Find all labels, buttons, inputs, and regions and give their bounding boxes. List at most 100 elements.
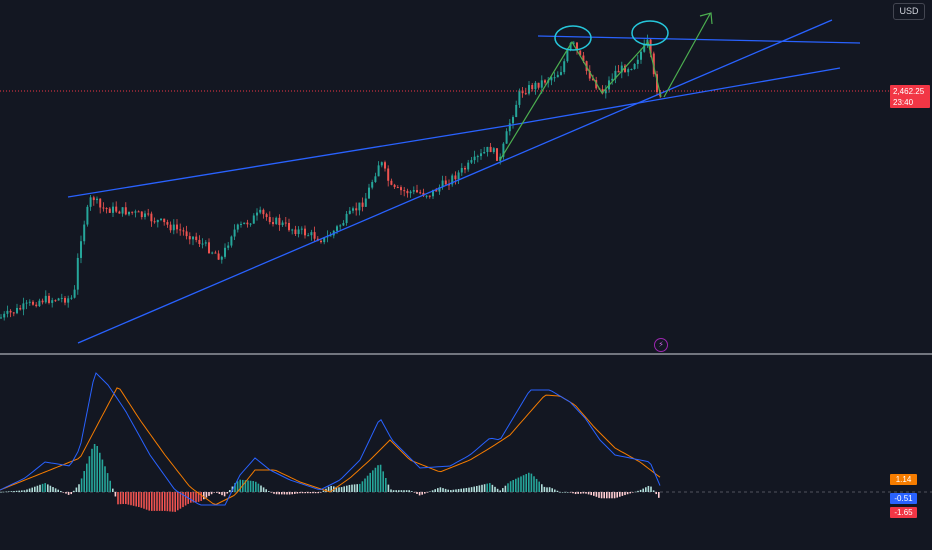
wedge-upper-trendline[interactable]: [511, 67, 841, 126]
histogram-bar: [439, 487, 442, 492]
histogram-bar: [502, 488, 504, 492]
histogram-bar: [52, 487, 54, 492]
histogram-bar: [572, 492, 574, 494]
resistance-line[interactable]: [537, 35, 861, 44]
candle-body: [80, 241, 82, 258]
histogram-bar: [509, 481, 512, 492]
currency-button[interactable]: USD: [893, 3, 925, 20]
histogram-bar: [327, 486, 330, 492]
histogram-bar: [67, 492, 70, 495]
histogram-bar: [385, 477, 387, 492]
candle-body: [67, 298, 70, 303]
histogram-bar: [18, 490, 20, 492]
histogram-bar: [413, 492, 416, 493]
histogram-bar: [104, 466, 106, 492]
histogram-bar: [190, 492, 192, 503]
histogram-bar: [525, 473, 527, 492]
candle-body: [291, 229, 294, 231]
histogram-bar: [642, 488, 644, 492]
histogram-bar: [548, 487, 551, 492]
candle-body: [419, 192, 422, 194]
histogram-bar: [260, 485, 262, 492]
candle-body: [336, 226, 338, 231]
histogram-bar: [541, 484, 543, 492]
histogram-bar: [195, 492, 197, 503]
candle-body: [83, 224, 86, 242]
histogram-bar: [476, 485, 478, 492]
histogram-bar: [197, 492, 200, 502]
candle-body: [166, 222, 169, 225]
histogram-bar: [169, 492, 171, 512]
histogram-bar: [41, 483, 44, 492]
histogram-bar: [203, 492, 205, 500]
candle-body: [489, 146, 492, 153]
histogram-bar: [96, 445, 98, 492]
histogram-bar: [496, 488, 499, 492]
histogram-bar: [442, 488, 444, 492]
histogram-bar: [530, 473, 533, 492]
histogram-bar: [213, 492, 215, 493]
candle-body: [515, 104, 518, 118]
rising-trendline[interactable]: [77, 19, 833, 344]
histogram-bar: [392, 490, 395, 492]
candle-body: [579, 50, 582, 56]
histogram-bar: [229, 490, 231, 492]
histogram-bar: [522, 475, 525, 492]
candle-body: [304, 228, 306, 236]
candle-body: [464, 167, 466, 170]
candle-body: [646, 39, 649, 44]
candle-body: [73, 289, 76, 298]
histogram-bar: [400, 490, 403, 492]
candle-body: [249, 223, 252, 225]
candle-body: [48, 295, 50, 303]
histogram-bar: [309, 492, 312, 494]
lightning-bolt-icon[interactable]: ⚡: [654, 338, 668, 352]
candle-body: [214, 252, 217, 254]
candle-body: [480, 153, 482, 157]
candle-body: [153, 221, 156, 223]
histogram-bar: [528, 472, 530, 492]
histogram-bar: [268, 491, 270, 492]
histogram-bar: [390, 489, 392, 492]
candle-body: [118, 211, 121, 214]
candle-body: [460, 167, 463, 173]
candle-body: [467, 162, 470, 170]
candle-body: [329, 235, 332, 237]
histogram-bar: [619, 492, 621, 497]
histogram-bar: [109, 480, 111, 492]
candle-body: [544, 80, 546, 83]
histogram-bar: [166, 492, 169, 512]
histogram-bar: [369, 472, 371, 492]
histogram-bar: [273, 492, 275, 494]
histogram-bar: [634, 491, 637, 493]
candle-body: [233, 229, 236, 237]
histogram-bar: [543, 486, 546, 492]
candle-body: [294, 229, 297, 235]
histogram-bar: [639, 489, 642, 492]
candle-body: [403, 190, 406, 192]
candle-body: [521, 90, 524, 94]
candle-body: [310, 232, 313, 236]
histogram-bar: [611, 492, 613, 499]
candle-body: [476, 156, 479, 158]
candle-body: [160, 218, 162, 221]
first-top-circle: [554, 25, 592, 51]
histogram-bar: [127, 492, 130, 505]
histogram-bar: [340, 487, 343, 492]
histogram-bar: [44, 483, 46, 492]
candle-body: [358, 202, 361, 211]
histogram-bar: [314, 492, 317, 494]
histogram-bar: [403, 490, 405, 492]
candle-body: [144, 213, 146, 218]
histogram-bar: [460, 488, 462, 492]
candle-body: [425, 195, 428, 197]
candle-body: [70, 297, 73, 299]
candle-body: [582, 55, 585, 62]
candle-body: [134, 211, 137, 213]
upper-trendline[interactable]: [67, 124, 513, 198]
candle-body: [185, 231, 188, 237]
candle-body: [540, 80, 543, 88]
histogram-bar: [561, 492, 564, 493]
candle-body: [140, 211, 143, 218]
